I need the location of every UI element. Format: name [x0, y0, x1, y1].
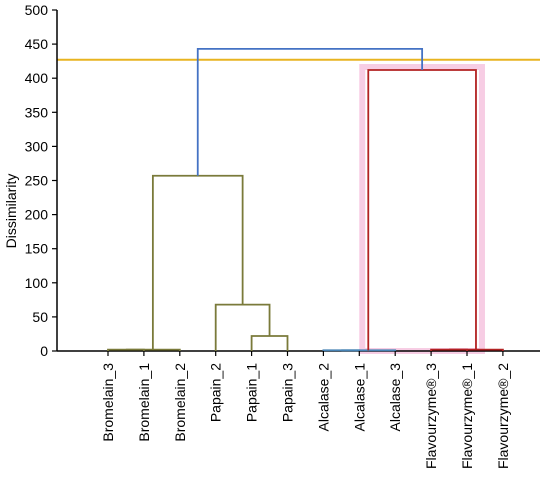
link-merge-root	[196, 47, 424, 176]
dendrogram-links	[107, 47, 504, 352]
leaf-label: Flavourzyme®_3	[423, 363, 439, 469]
link-merge-papain-1-3	[250, 335, 289, 351]
leaf-label: Papain_3	[280, 363, 296, 422]
link-merge-alcalase	[341, 349, 397, 352]
link-merge-bromelain	[125, 348, 181, 351]
y-axis: 0 50 100 150 200 250 300 350 400 450 500	[25, 2, 540, 359]
y-tick-label: 100	[25, 275, 49, 291]
leaf-label: Papain_1	[244, 363, 260, 422]
link-merge-papain	[214, 303, 271, 351]
leaf-label: Alcalase_1	[351, 363, 367, 432]
link-merge-cluster-red	[367, 69, 477, 351]
leaf-label: Bromelain_1	[136, 363, 152, 442]
leaf-label: Alcalase_2	[315, 363, 331, 432]
link-merge-flavourzyme	[449, 348, 504, 351]
leaf-label: Flavourzyme®_1	[459, 363, 475, 469]
leaf-label: Bromelain_3	[100, 363, 116, 442]
leaf-label: Flavourzyme®_2	[495, 363, 511, 469]
y-tick-label: 200	[25, 207, 49, 223]
leaf-label: Alcalase_3	[387, 363, 403, 432]
y-tick-label: 0	[40, 343, 48, 359]
y-tick-label: 400	[25, 70, 49, 86]
y-tick-label: 450	[25, 36, 49, 52]
y-tick-label: 150	[25, 241, 49, 257]
y-axis-title: Dissimilarity	[3, 174, 19, 249]
leaf-label: Bromelain_2	[172, 363, 188, 442]
highlight-layer	[359, 64, 485, 355]
y-tick-label: 300	[25, 138, 49, 154]
y-tick-label: 50	[32, 309, 48, 325]
highlight-red-cluster	[359, 64, 485, 355]
y-tick-label: 350	[25, 104, 49, 120]
link-merge-cluster-green	[151, 174, 244, 350]
y-tick-label: 500	[25, 2, 49, 18]
leaf-label: Papain_2	[208, 363, 224, 422]
y-tick-label: 250	[25, 173, 49, 189]
x-axis-leaf-labels: Bromelain_3 Bromelain_1 Bromelain_2 Papain_…	[100, 351, 511, 469]
